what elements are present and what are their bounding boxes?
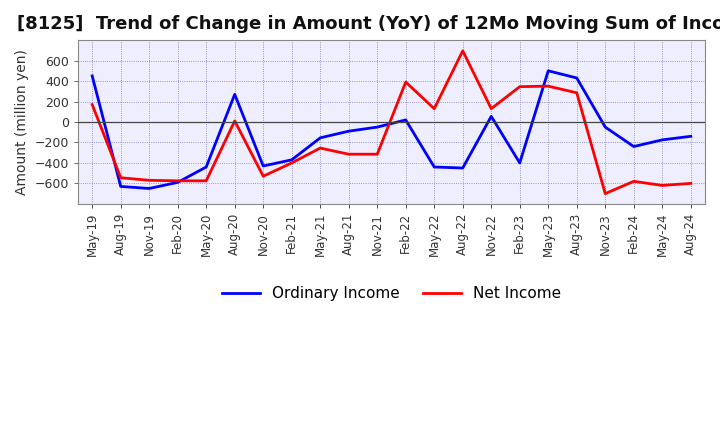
Ordinary Income — [344, 128, 353, 134]
Ordinary Income — [202, 165, 210, 170]
Title: [8125]  Trend of Change in Amount (YoY) of 12Mo Moving Sum of Incomes: [8125] Trend of Change in Amount (YoY) o… — [17, 15, 720, 33]
Ordinary Income — [516, 160, 524, 165]
Line: Net Income: Net Income — [92, 51, 690, 194]
Net Income — [88, 102, 96, 107]
Net Income — [145, 178, 153, 183]
Y-axis label: Amount (million yen): Amount (million yen) — [15, 49, 29, 195]
Net Income — [459, 48, 467, 54]
Ordinary Income — [117, 184, 125, 189]
Net Income — [629, 179, 638, 184]
Net Income — [373, 151, 382, 157]
Ordinary Income — [316, 135, 325, 140]
Line: Ordinary Income: Ordinary Income — [92, 71, 690, 188]
Legend: Ordinary Income, Net Income: Ordinary Income, Net Income — [215, 280, 567, 308]
Ordinary Income — [544, 68, 552, 73]
Net Income — [344, 151, 353, 157]
Ordinary Income — [402, 117, 410, 123]
Net Income — [316, 146, 325, 151]
Net Income — [487, 106, 495, 111]
Ordinary Income — [430, 165, 438, 170]
Net Income — [174, 178, 182, 183]
Net Income — [287, 160, 296, 165]
Net Income — [572, 90, 581, 95]
Net Income — [402, 80, 410, 85]
Ordinary Income — [629, 144, 638, 149]
Net Income — [259, 173, 268, 179]
Ordinary Income — [487, 114, 495, 119]
Net Income — [230, 118, 239, 124]
Ordinary Income — [686, 134, 695, 139]
Net Income — [516, 84, 524, 89]
Net Income — [117, 175, 125, 180]
Net Income — [544, 84, 552, 89]
Ordinary Income — [174, 180, 182, 185]
Ordinary Income — [658, 137, 667, 143]
Ordinary Income — [287, 157, 296, 162]
Ordinary Income — [601, 125, 610, 130]
Net Income — [686, 181, 695, 186]
Ordinary Income — [373, 125, 382, 130]
Net Income — [202, 178, 210, 183]
Ordinary Income — [259, 163, 268, 169]
Net Income — [430, 106, 438, 111]
Ordinary Income — [230, 92, 239, 97]
Ordinary Income — [88, 73, 96, 79]
Net Income — [658, 183, 667, 188]
Ordinary Income — [145, 186, 153, 191]
Ordinary Income — [459, 165, 467, 171]
Ordinary Income — [572, 75, 581, 81]
Net Income — [601, 191, 610, 196]
